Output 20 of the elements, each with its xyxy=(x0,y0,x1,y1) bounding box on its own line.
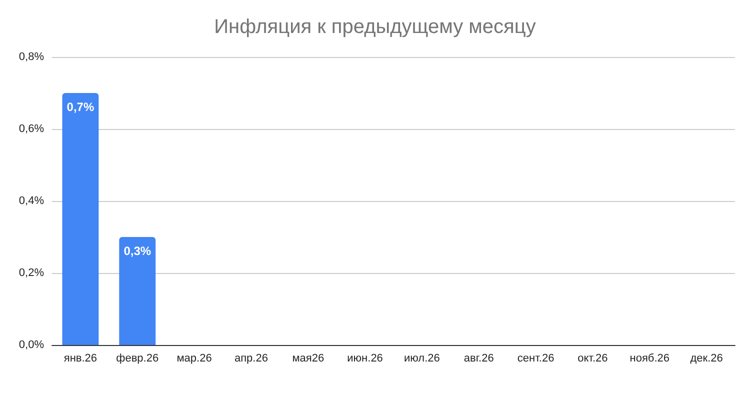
x-tick-label: июн.26 xyxy=(347,352,383,364)
x-tick-label: авг.26 xyxy=(464,352,494,364)
x-tick-label: окт.26 xyxy=(578,352,608,364)
x-tick-label: апр.26 xyxy=(234,352,268,364)
data-label: 0,3% xyxy=(124,244,152,258)
x-tick-label: дек.26 xyxy=(690,352,723,364)
data-label: 0,7% xyxy=(66,100,94,114)
y-tick-label: 0,6% xyxy=(18,123,44,135)
y-tick-label: 0,0% xyxy=(18,339,44,351)
y-tick-label: 0,4% xyxy=(18,195,44,207)
chart-title: Инфляция к предыдущему месяцу xyxy=(214,16,536,38)
x-tick-label: сент.26 xyxy=(517,352,554,364)
x-tick-label: мая26 xyxy=(292,352,324,364)
x-tick-label: нояб.26 xyxy=(630,352,670,364)
x-tick-label: февр.26 xyxy=(116,352,159,364)
y-tick-label: 0,8% xyxy=(18,51,44,63)
x-tick-label: мар.26 xyxy=(176,352,212,364)
x-tick-label: июл.26 xyxy=(404,352,440,364)
x-tick-label: янв.26 xyxy=(64,352,98,364)
y-tick-label: 0,2% xyxy=(18,267,44,279)
